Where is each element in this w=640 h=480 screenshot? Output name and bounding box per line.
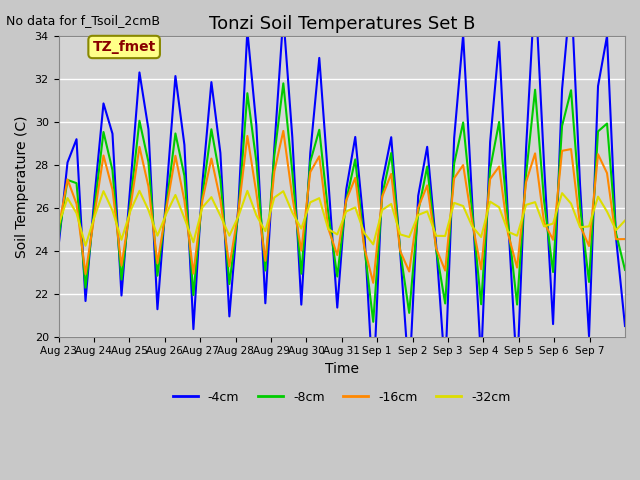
-16cm <box>442 268 449 274</box>
-8cm <box>127 198 134 204</box>
Y-axis label: Soil Temperature (C): Soil Temperature (C) <box>15 115 29 258</box>
-8cm <box>298 271 305 276</box>
-4cm <box>127 181 134 187</box>
-32cm <box>54 222 62 228</box>
-4cm <box>54 244 62 250</box>
-16cm <box>342 197 350 203</box>
-32cm <box>351 204 359 210</box>
X-axis label: Time: Time <box>324 362 359 376</box>
Text: TZ_fmet: TZ_fmet <box>93 40 156 54</box>
-8cm <box>387 150 395 156</box>
-32cm <box>433 233 440 239</box>
-4cm <box>333 305 341 311</box>
-32cm <box>145 207 152 213</box>
-32cm <box>621 217 629 223</box>
-4cm <box>423 144 431 150</box>
-16cm <box>369 280 377 286</box>
-16cm <box>298 248 305 253</box>
Line: -16cm: -16cm <box>58 131 625 283</box>
-32cm <box>136 188 143 194</box>
-4cm <box>289 134 296 140</box>
-4cm <box>378 180 386 185</box>
Line: -32cm: -32cm <box>58 191 625 246</box>
-32cm <box>387 201 395 207</box>
-16cm <box>433 246 440 252</box>
Line: -4cm: -4cm <box>58 0 625 389</box>
-8cm <box>621 267 629 273</box>
Title: Tonzi Soil Temperatures Set B: Tonzi Soil Temperatures Set B <box>209 15 475 33</box>
-4cm <box>433 242 440 248</box>
-16cm <box>54 226 62 231</box>
Line: -8cm: -8cm <box>58 84 625 322</box>
-16cm <box>280 128 287 134</box>
-32cm <box>442 233 449 239</box>
-16cm <box>621 236 629 242</box>
-32cm <box>82 243 90 249</box>
-8cm <box>369 319 377 324</box>
-32cm <box>307 199 314 205</box>
-4cm <box>369 386 377 392</box>
-16cm <box>127 204 134 210</box>
Legend: -4cm, -8cm, -16cm, -32cm: -4cm, -8cm, -16cm, -32cm <box>168 386 516 408</box>
-8cm <box>54 235 62 240</box>
-8cm <box>280 81 287 86</box>
-16cm <box>387 171 395 177</box>
-8cm <box>433 247 440 252</box>
-8cm <box>342 197 350 203</box>
-4cm <box>621 323 629 329</box>
Text: No data for f_Tsoil_2cmB: No data for f_Tsoil_2cmB <box>6 14 161 27</box>
-8cm <box>442 300 449 306</box>
